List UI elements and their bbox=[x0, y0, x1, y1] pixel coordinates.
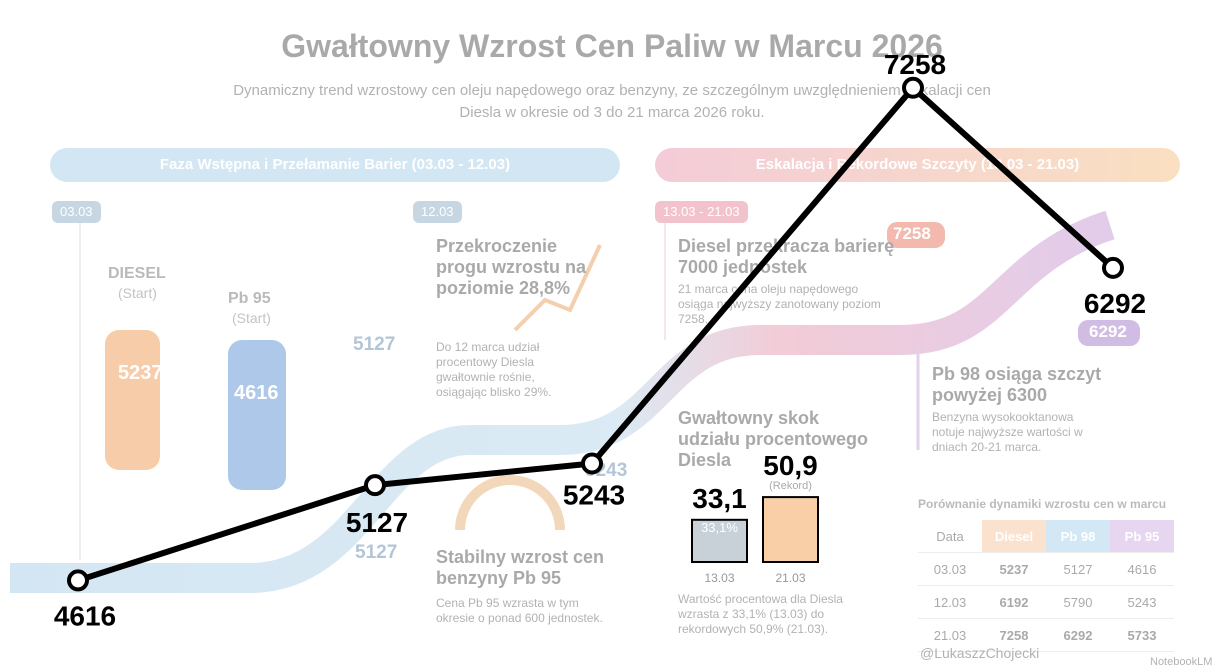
x-tick-label: 21.03 bbox=[775, 571, 805, 585]
th: Pb 98 bbox=[1046, 520, 1110, 553]
badge bbox=[1078, 320, 1140, 346]
subtitle: Dynamiczny trend wzrostowy cen oleju nap… bbox=[233, 82, 991, 121]
table-header: Data Diesel Pb 98 Pb 95 bbox=[918, 520, 1174, 553]
card-title: Diesel przekracza barierę 7000 jednostek bbox=[678, 236, 895, 277]
pump-diesel bbox=[105, 330, 160, 470]
marker-label: 5127 bbox=[355, 542, 398, 563]
card-text: Wartość procentowa dla Diesla wzrasta z … bbox=[678, 592, 843, 636]
point bbox=[902, 76, 924, 99]
cell: 03.03 bbox=[918, 552, 982, 586]
card-text: Benzyna wysokooktanowa notuje najwyższe … bbox=[932, 410, 1083, 454]
marker-badge: 7258 bbox=[893, 224, 931, 243]
pump-note: (Start) bbox=[118, 285, 157, 301]
cell: 5790 bbox=[1046, 585, 1110, 619]
cell: 5127 bbox=[1046, 552, 1110, 586]
cell: 4616 bbox=[1110, 552, 1174, 586]
handle: @LukaszzChojecki bbox=[920, 645, 1040, 661]
brand: NotebookLM bbox=[1150, 656, 1213, 668]
pump-name: Pb 95 bbox=[228, 290, 271, 307]
table: Data Diesel Pb 98 Pb 95 03.03 5237 5127 461… bbox=[918, 520, 1174, 652]
card-title: Przekroczenie progu wzrostu na poziomie … bbox=[436, 236, 586, 298]
cell: 7258 bbox=[982, 618, 1046, 652]
point bbox=[1102, 256, 1124, 279]
point bbox=[364, 474, 386, 497]
cell: 5237 bbox=[982, 552, 1046, 586]
row: 21.03 7258 6292 5733 bbox=[918, 618, 1174, 652]
x-tick-label: 13.03 bbox=[704, 571, 734, 585]
pump-name: DIESEL bbox=[108, 265, 166, 282]
date-tag: 03.03 bbox=[52, 201, 101, 223]
date-tag: 12.03 bbox=[413, 201, 462, 223]
bar bbox=[691, 518, 748, 563]
pump-pb95 bbox=[228, 340, 286, 490]
spark bbox=[513, 244, 602, 332]
th: Diesel bbox=[982, 520, 1046, 553]
row: 03.03 5237 5127 4616 bbox=[918, 552, 1174, 586]
cell: 6292 bbox=[1046, 618, 1110, 652]
card-text: Do 12 marca udział procentowy Diesla gwa… bbox=[436, 340, 552, 399]
row: 12.03 6192 5790 5243 bbox=[918, 585, 1174, 619]
phase-banner: Eskalacja i Rekordowe Szczyty (13.03 - 2… bbox=[655, 148, 1180, 182]
pump-value: 5237 bbox=[118, 362, 163, 384]
bar bbox=[762, 496, 819, 564]
bar-inner-label: 33,1% bbox=[701, 520, 738, 535]
card-title: Stabilny wzrost cen benzyny Pb 95 bbox=[436, 547, 605, 588]
annotation: (Rekord) bbox=[769, 480, 812, 492]
point bbox=[67, 569, 89, 592]
cell: 5733 bbox=[1110, 618, 1174, 652]
cell: 6192 bbox=[982, 585, 1046, 619]
card-text: Cena Pb 95 wzrasta w tym okresie o ponad… bbox=[436, 596, 603, 625]
phase-banner: Faza Wstępna i Przełamanie Barier (03.03… bbox=[50, 148, 620, 182]
date-tag: 13.03 - 21.03 bbox=[655, 201, 748, 223]
value-label: 33,1 bbox=[692, 483, 747, 514]
th: Data bbox=[918, 520, 982, 553]
table-title: Porównanie dynamiki wzrostu cen w marcu bbox=[918, 497, 1167, 511]
value-label: 5243 bbox=[563, 480, 625, 511]
badge bbox=[887, 222, 945, 248]
title: Gwałtowny Wzrost Cen Paliw w Marcu 2026 bbox=[281, 28, 943, 64]
cell: 21.03 bbox=[918, 618, 982, 652]
value-label: 4616 bbox=[54, 600, 116, 631]
pump-value: 4616 bbox=[234, 382, 279, 404]
cell: 12.03 bbox=[918, 585, 982, 619]
cell: 5243 bbox=[1110, 585, 1174, 619]
card-title: Pb 98 osiąga szczyt powyżej 6300 bbox=[932, 364, 1102, 405]
marker-badge: 6292 bbox=[1089, 322, 1127, 341]
value-label: 7258 bbox=[884, 49, 946, 80]
value-label: 5127 bbox=[346, 507, 408, 538]
point bbox=[581, 452, 603, 475]
value-label: 6292 bbox=[1084, 288, 1146, 319]
value-label: 50,9 bbox=[763, 450, 818, 481]
th: Pb 95 bbox=[1110, 520, 1174, 553]
gauge bbox=[455, 475, 565, 531]
pump-note: (Start) bbox=[232, 310, 271, 326]
marker-label: 5127 bbox=[353, 334, 396, 355]
card-title: Gwałtowny skok udziału procentowego Dies… bbox=[678, 408, 869, 470]
